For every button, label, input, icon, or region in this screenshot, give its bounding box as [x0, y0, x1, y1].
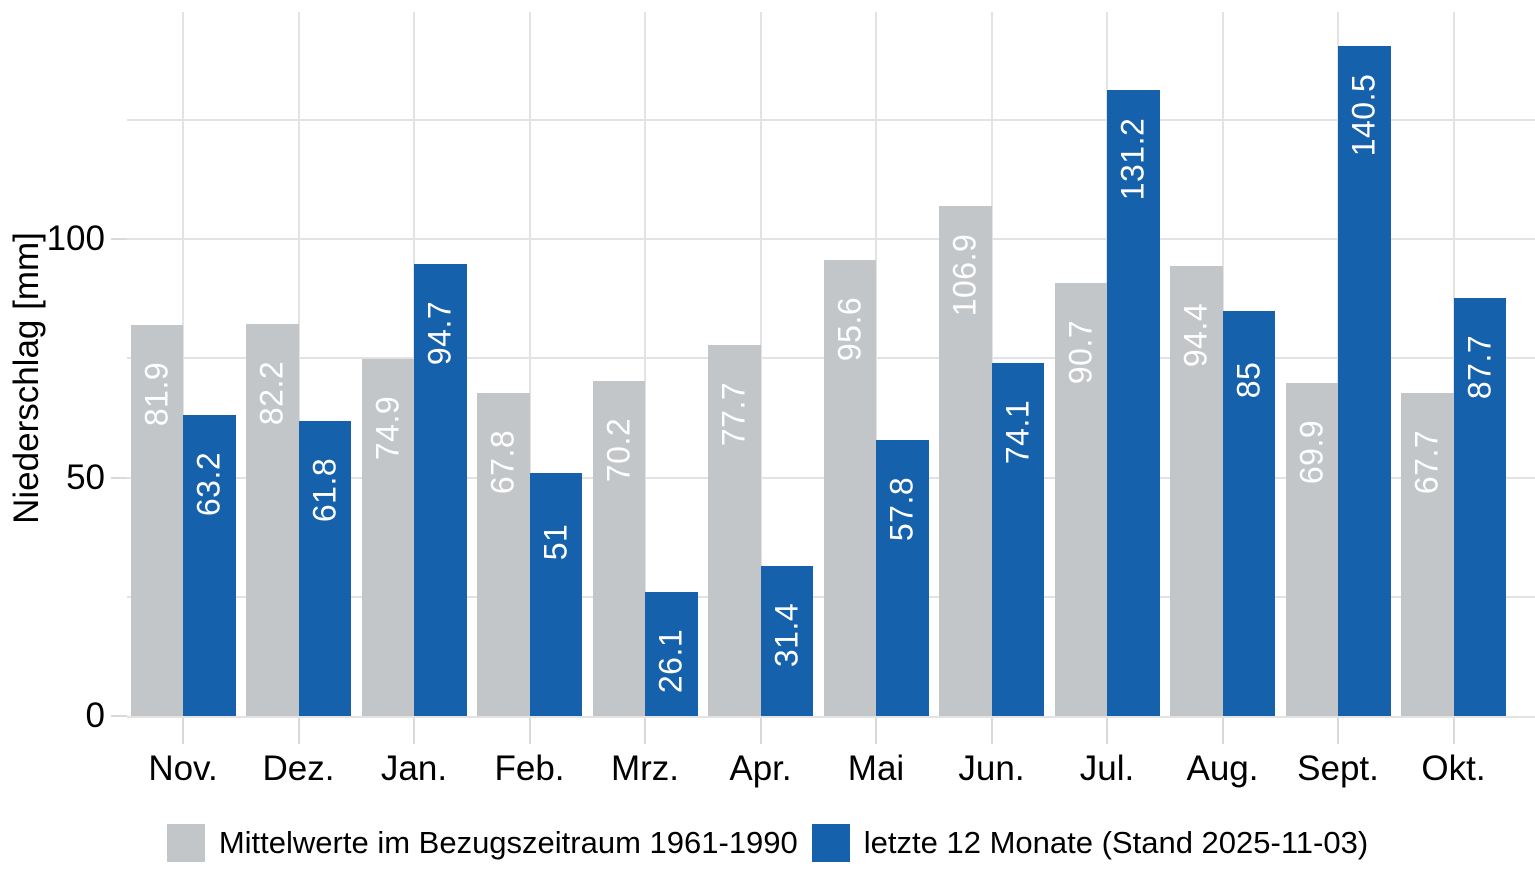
- bar-value-label-Mai-series0: 95.6: [831, 296, 868, 362]
- plot-panel: 81.9 63.2 82.2 61.8 74.9 94.7 67.8 51 70.2 26.1 77…: [127, 12, 1535, 718]
- bar-value-label-Jan-series1: 94.7: [421, 301, 458, 366]
- bar-Mrz-series1: 26.1: [645, 591, 698, 716]
- bar-value-label-Aug-series0: 94.4: [1177, 302, 1214, 367]
- bar-value-label-Nov-series1: 63.2: [190, 451, 227, 516]
- bar-Mrz-series0: 70.2: [592, 381, 645, 716]
- x-axis-label-Mai: Mai: [847, 749, 905, 788]
- x-tick-Feb: [528, 718, 531, 744]
- bar-Jan-series1: 94.7: [414, 264, 467, 716]
- bar-Nov-series1: 63.2: [183, 414, 236, 716]
- bar-Feb-series0: 67.8: [477, 392, 530, 716]
- x-tick-Okt: [1452, 718, 1455, 744]
- bar-Jun-series0: 106.9: [939, 206, 992, 716]
- bar-Aug-series1: 85: [1222, 310, 1275, 716]
- y-axis-tick-label-50: 50: [66, 457, 105, 497]
- bar-Dez-series1: 61.8: [298, 421, 351, 716]
- bar-value-label-Okt-series1: 87.7: [1461, 334, 1498, 399]
- x-axis-label-Apr: Apr.: [729, 749, 792, 788]
- x-tick-Aug: [1221, 718, 1224, 744]
- bar-Apr-series1: 31.4: [760, 566, 813, 716]
- gridline-x-Apr: [759, 12, 762, 716]
- legend-label-last-12-months: letzte 12 Monate (Stand 2025-11-03): [863, 825, 1369, 860]
- bar-value-label-Apr-series0: 77.7: [715, 382, 752, 447]
- y-tick-50: [111, 476, 127, 479]
- bar-Jul-series1: 131.2: [1107, 90, 1160, 716]
- bar-Jul-series0: 90.7: [1054, 283, 1107, 716]
- bar-value-label-Feb-series1: 51: [537, 523, 574, 560]
- bar-value-label-Apr-series1: 31.4: [768, 603, 805, 668]
- bar-value-label-Nov-series0: 81.9: [138, 362, 175, 427]
- bar-value-label-Dez-series0: 82.2: [253, 360, 290, 426]
- bar-value-label-Jul-series1: 131.2: [1114, 117, 1151, 201]
- x-tick-Jun: [990, 718, 993, 744]
- legend: Mittelwerte im Bezugszeitraum 1961-1990 …: [0, 819, 1535, 867]
- x-axis-label-Dez: Dez.: [262, 749, 335, 788]
- bar-Nov-series0: 81.9: [130, 325, 183, 716]
- bar-value-label-Jun-series1: 74.1: [999, 399, 1036, 464]
- bar-value-label-Sept-series0: 69.9: [1293, 419, 1330, 484]
- gridline-x-Dez: [297, 12, 300, 716]
- bar-Jun-series1: 74.1: [991, 362, 1044, 716]
- x-tick-Jul: [1106, 718, 1108, 744]
- x-axis-label-Feb: Feb.: [494, 749, 565, 788]
- bar-Sept-series1: 140.5: [1338, 45, 1391, 716]
- y-axis-tick-label-100: 100: [46, 219, 105, 258]
- bar-Apr-series0: 77.7: [708, 345, 761, 716]
- x-tick-Sept: [1337, 718, 1339, 744]
- bar-value-label-Aug-series1: 85: [1230, 361, 1267, 398]
- bar-Feb-series1: 51: [529, 472, 582, 716]
- x-tick-Apr: [759, 718, 762, 744]
- gridline-y-125: [127, 118, 1535, 121]
- bar-Sept-series0: 69.9: [1285, 382, 1338, 716]
- x-tick-Mai: [875, 718, 877, 744]
- x-tick-Nov: [182, 718, 184, 744]
- bar-value-label-Mrz-series1: 26.1: [652, 628, 689, 693]
- bar-Mai-series1: 57.8: [876, 440, 929, 716]
- x-axis-label-Jul: Jul.: [1079, 749, 1135, 788]
- x-axis-label-Nov: Nov.: [148, 749, 218, 788]
- bar-value-label-Jan-series0: 74.9: [369, 395, 406, 460]
- bar-value-label-Okt-series0: 67.7: [1408, 429, 1445, 495]
- x-axis-label-Sept: Sept.: [1297, 749, 1379, 788]
- gridline-x-Mai: [875, 12, 877, 716]
- x-tick-Dez: [297, 718, 300, 744]
- gridline-y-100: [127, 238, 1535, 240]
- legend-swatch-last-12-months: [811, 824, 850, 862]
- x-axis-label-Aug: Aug.: [1186, 749, 1259, 788]
- bar-Aug-series0: 94.4: [1170, 265, 1223, 716]
- legend-label-reference-mean: Mittelwerte im Bezugszeitraum 1961-1990: [218, 825, 798, 860]
- gridline-x-Nov: [182, 12, 184, 716]
- bar-value-label-Dez-series1: 61.8: [306, 458, 343, 523]
- bar-value-label-Sept-series1: 140.5: [1345, 73, 1382, 157]
- x-tick-Mrz: [644, 718, 646, 744]
- bar-value-label-Feb-series0: 67.8: [484, 429, 521, 494]
- legend-swatch-reference-mean: [166, 824, 205, 862]
- x-tick-Jan: [413, 718, 415, 744]
- bar-Okt-series1: 87.7: [1453, 297, 1506, 716]
- y-tick-0: [111, 715, 127, 717]
- bar-value-label-Jun-series0: 106.9: [946, 233, 983, 317]
- bar-value-label-Mai-series1: 57.8: [883, 477, 920, 542]
- bar-Dez-series0: 82.2: [246, 323, 299, 716]
- bar-Okt-series0: 67.7: [1401, 393, 1454, 716]
- y-axis-tick-label-0: 0: [85, 696, 105, 735]
- gridline-x-Mrz: [644, 12, 646, 716]
- x-axis-label-Jan: Jan.: [380, 749, 448, 788]
- bar-value-label-Mrz-series0: 70.2: [600, 417, 637, 483]
- bar-value-label-Jul-series0: 90.7: [1062, 320, 1099, 385]
- bar-Mai-series0: 95.6: [823, 260, 876, 716]
- x-axis-label-Jun: Jun.: [958, 749, 1025, 788]
- bar-Jan-series0: 74.9: [361, 358, 414, 716]
- x-axis-label-Okt: Okt.: [1421, 749, 1486, 788]
- x-axis-label-Mrz: Mrz.: [610, 749, 680, 788]
- y-tick-100: [111, 238, 127, 240]
- gridline-x-Feb: [528, 12, 531, 716]
